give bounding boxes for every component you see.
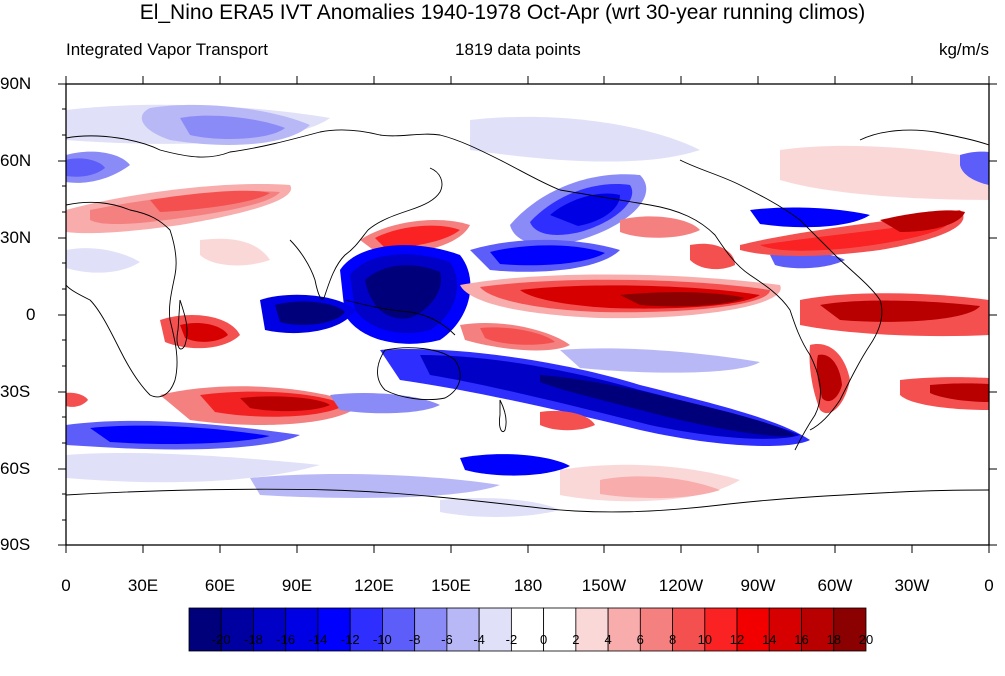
lon-label: 90W xyxy=(740,576,776,595)
colorbar-label: -18 xyxy=(244,632,263,647)
lon-label: 60W xyxy=(817,576,853,595)
colorbar-swatch xyxy=(575,607,609,652)
colorbar-label: -10 xyxy=(372,632,392,647)
colorbar-swatch xyxy=(285,607,319,652)
lon-label: 0 xyxy=(61,576,71,595)
units-label: kg/m/s xyxy=(938,40,989,59)
colorbar-swatch xyxy=(736,607,770,652)
lat-label: 60N xyxy=(0,151,32,170)
lon-ticks xyxy=(65,76,990,553)
colorbar-label: 6 xyxy=(636,632,644,647)
colorbar xyxy=(188,607,867,652)
colorbar-label: 10 xyxy=(697,632,713,647)
lat-label: 60S xyxy=(0,459,31,478)
lon-label: 60E xyxy=(204,576,236,595)
lat-label: 0 xyxy=(26,305,36,324)
colorbar-swatch xyxy=(543,607,577,652)
colorbar-label: -4 xyxy=(473,632,485,647)
colorbar-swatch xyxy=(446,607,480,652)
lon-label: 120E xyxy=(354,576,394,595)
colorbar-swatch xyxy=(382,607,416,652)
lon-label: 180 xyxy=(513,576,543,595)
colorbar-swatch xyxy=(253,607,287,652)
colorbar-label: -16 xyxy=(276,632,296,647)
colorbar-label: 4 xyxy=(604,632,612,647)
colorbar-swatch xyxy=(768,607,802,652)
lat-label: 90S xyxy=(0,535,31,554)
left-subtitle: Integrated Vapor Transport xyxy=(66,40,268,59)
colorbar-swatch xyxy=(639,607,673,652)
lat-ticks xyxy=(58,83,997,546)
lon-label: 90E xyxy=(281,576,313,595)
colorbar-label: 12 xyxy=(729,632,745,647)
lon-label: 30W xyxy=(894,576,930,595)
colorbar-swatch xyxy=(833,607,867,652)
colorbar-label: 16 xyxy=(794,632,809,647)
colorbar-swatch xyxy=(220,607,254,652)
lon-label: 150W xyxy=(581,576,627,595)
lon-label: 30E xyxy=(127,576,159,595)
lon-label: 120W xyxy=(658,576,704,595)
colorbar-label: -2 xyxy=(505,632,518,647)
colorbar-swatch xyxy=(188,607,222,652)
colorbar-swatch xyxy=(801,607,835,652)
center-subtitle: 1819 data points xyxy=(455,40,581,59)
colorbar-label: 8 xyxy=(668,632,677,647)
lat-label: 90N xyxy=(0,74,32,93)
colorbar-swatch xyxy=(349,607,383,652)
lat-label: 30N xyxy=(0,228,32,247)
colorbar-label: 20 xyxy=(858,632,874,647)
colorbar-label: -6 xyxy=(441,632,453,647)
colorbar-label: -14 xyxy=(308,632,328,647)
anomaly-field xyxy=(66,84,989,545)
map-title: El_Nino ERA5 IVT Anomalies 1940-1978 Oct… xyxy=(139,1,866,24)
colorbar-swatch xyxy=(510,607,545,652)
colorbar-label: -8 xyxy=(408,632,421,647)
colorbar-label: -12 xyxy=(340,632,360,647)
lon-label: 0 xyxy=(984,576,994,595)
colorbar-label: 0 xyxy=(539,632,548,647)
colorbar-label: 14 xyxy=(762,632,777,647)
colorbar-label: -20 xyxy=(211,632,231,647)
coastlines xyxy=(66,129,989,513)
lon-label: 150E xyxy=(431,576,471,595)
colorbar-label: 18 xyxy=(826,632,842,647)
colorbar-label: 2 xyxy=(572,632,580,647)
lat-label: 30S xyxy=(0,382,31,401)
colorbar-swatch xyxy=(317,607,351,652)
